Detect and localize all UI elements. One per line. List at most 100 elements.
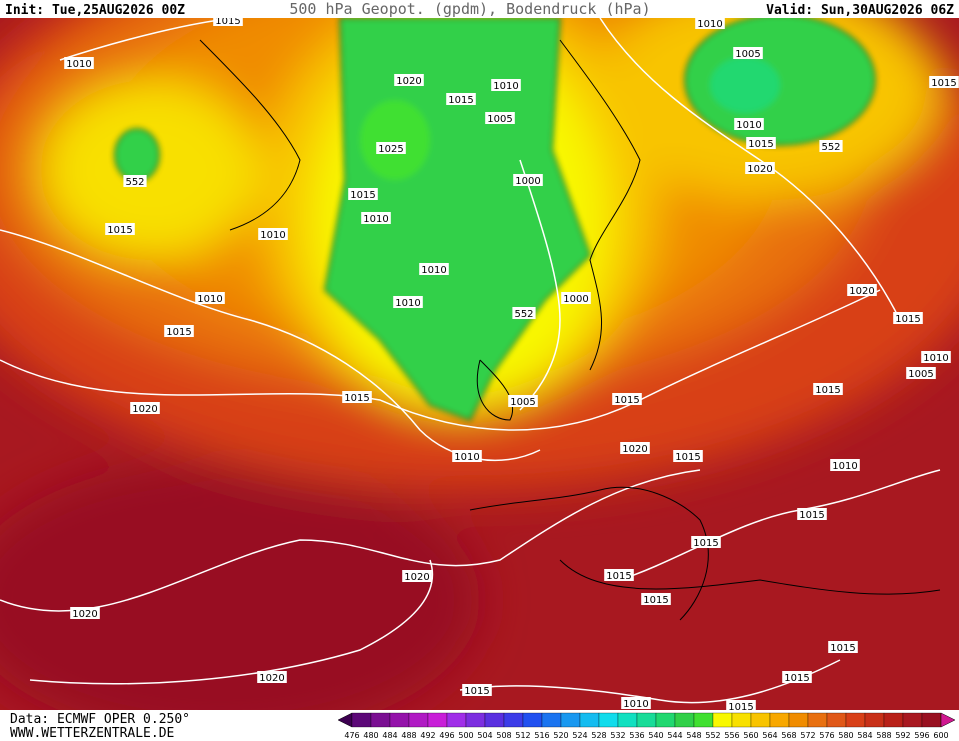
isobar-label: 1015 bbox=[464, 686, 489, 697]
isobar-label: 1010 bbox=[493, 81, 518, 92]
colorbar-label: 508 bbox=[496, 731, 511, 740]
isobar-label-box bbox=[419, 263, 449, 275]
isobar-label-box bbox=[402, 570, 432, 582]
colorbar-label: 500 bbox=[458, 731, 473, 740]
colorbar-label: 544 bbox=[667, 731, 682, 740]
colorbar-box bbox=[351, 712, 372, 728]
isobar-label: 1015 bbox=[693, 538, 718, 549]
isobar-label-box bbox=[733, 47, 763, 59]
isobar-label: 1020 bbox=[132, 404, 157, 415]
isobar-label-box bbox=[376, 142, 406, 154]
isobar-label: 1010 bbox=[363, 214, 388, 225]
isobar-label: 1015 bbox=[166, 327, 191, 338]
isobar-label: 552 bbox=[125, 177, 144, 188]
isobar-label: 1015 bbox=[815, 385, 840, 396]
isobar-label: 1010 bbox=[697, 19, 722, 30]
isobar-label: 1015 bbox=[728, 702, 753, 713]
isobar-label: 1015 bbox=[799, 510, 824, 521]
isobar-label: 1015 bbox=[748, 139, 773, 150]
isobar-label: 1015 bbox=[448, 95, 473, 106]
isobar-label-box bbox=[734, 118, 764, 130]
colorbar-label: 484 bbox=[382, 731, 397, 740]
isobar-label: 1025 bbox=[378, 144, 403, 155]
colorbar-label: 560 bbox=[743, 731, 758, 740]
colorbar-label: 496 bbox=[439, 731, 454, 740]
isobar-label-box bbox=[612, 393, 642, 405]
isobar-label: 1015 bbox=[614, 395, 639, 406]
isobar-label-box bbox=[361, 212, 391, 224]
colorbar-arrow-low bbox=[337, 712, 353, 728]
colorbar-label: 520 bbox=[553, 731, 568, 740]
colorbar-label: 536 bbox=[629, 731, 644, 740]
colorbar-label: 600 bbox=[933, 731, 948, 740]
colorbar-label: 580 bbox=[838, 731, 853, 740]
colorbar-box bbox=[560, 712, 581, 728]
isobar-labels: 1015 1010 1010 1020 1015 1010 1005 1005 1025 1010… bbox=[64, 18, 959, 713]
isobar-label-box bbox=[893, 312, 923, 324]
colorbar-box bbox=[921, 712, 942, 728]
isobar-label: 1020 bbox=[404, 572, 429, 583]
isobar-label: 1010 bbox=[736, 120, 761, 131]
colorbar-box bbox=[465, 712, 486, 728]
colorbar-arrow-high bbox=[940, 712, 956, 728]
colorbar-box bbox=[845, 712, 866, 728]
colorbar-label: 564 bbox=[762, 731, 777, 740]
colorbar-label: 516 bbox=[534, 731, 549, 740]
isobar-label-box bbox=[130, 402, 160, 414]
colorbar-box bbox=[750, 712, 771, 728]
isobar-label-box bbox=[70, 607, 100, 619]
isobar-label: 1010 bbox=[197, 294, 222, 305]
isobar-label: 1020 bbox=[747, 164, 772, 175]
isobar-label: 1015 bbox=[107, 225, 132, 236]
colorbar-box bbox=[598, 712, 619, 728]
isobar-label-box bbox=[797, 508, 827, 520]
isobar-label: 1015 bbox=[931, 78, 956, 89]
colorbar-label: 504 bbox=[477, 731, 492, 740]
isobar-label: 1000 bbox=[563, 294, 588, 305]
colorbar-label: 528 bbox=[591, 731, 606, 740]
isobar-label-box bbox=[342, 391, 372, 403]
isobar-label-box bbox=[906, 367, 936, 379]
isobar-label-box bbox=[257, 671, 287, 683]
colorbar-label: 540 bbox=[648, 731, 663, 740]
colorbar-label: 524 bbox=[572, 731, 587, 740]
isobar-label-box bbox=[485, 112, 515, 124]
colorbar-label: 556 bbox=[724, 731, 739, 740]
colorbar-label: 480 bbox=[363, 731, 378, 740]
isobar-label-box bbox=[164, 325, 194, 337]
colorbar-label: 492 bbox=[420, 731, 435, 740]
isobar-label-box bbox=[64, 57, 94, 69]
isobar-label-box bbox=[641, 593, 671, 605]
isobar-label-box bbox=[393, 296, 423, 308]
colorbar-box bbox=[636, 712, 657, 728]
isobar-label-box bbox=[258, 228, 288, 240]
isobar-label-box bbox=[561, 292, 591, 304]
isobar-label: 1020 bbox=[396, 76, 421, 87]
isobar-label: 1020 bbox=[72, 609, 97, 620]
isobar-label: 1015 bbox=[643, 595, 668, 606]
colorbar-box bbox=[541, 712, 562, 728]
isobar-label-box bbox=[819, 140, 843, 152]
colorbar-box bbox=[769, 712, 790, 728]
colorbar-box bbox=[731, 712, 752, 728]
isobar-label-box bbox=[394, 74, 424, 86]
colorbar-label: 488 bbox=[401, 731, 416, 740]
colorbar-label: 584 bbox=[857, 731, 872, 740]
isobar-label-box bbox=[512, 307, 536, 319]
colorbar-box bbox=[807, 712, 828, 728]
colorbar-label: 552 bbox=[705, 731, 720, 740]
isobar-label-box bbox=[828, 641, 858, 653]
colorbar-box bbox=[484, 712, 505, 728]
isobar-label: 1005 bbox=[735, 49, 760, 60]
colorbar-box bbox=[655, 712, 676, 728]
colorbar-box bbox=[883, 712, 904, 728]
map-title: 500 hPa Geopot. (gpdm), Bodendruck (hPa) bbox=[289, 0, 650, 18]
colorbar-box bbox=[579, 712, 600, 728]
isobar-label: 1010 bbox=[623, 699, 648, 710]
isobar-label: 1010 bbox=[923, 353, 948, 364]
colorbar-box bbox=[864, 712, 885, 728]
isobar-label-box bbox=[620, 442, 650, 454]
isobar-label: 1015 bbox=[784, 673, 809, 684]
colorbar-box bbox=[408, 712, 429, 728]
